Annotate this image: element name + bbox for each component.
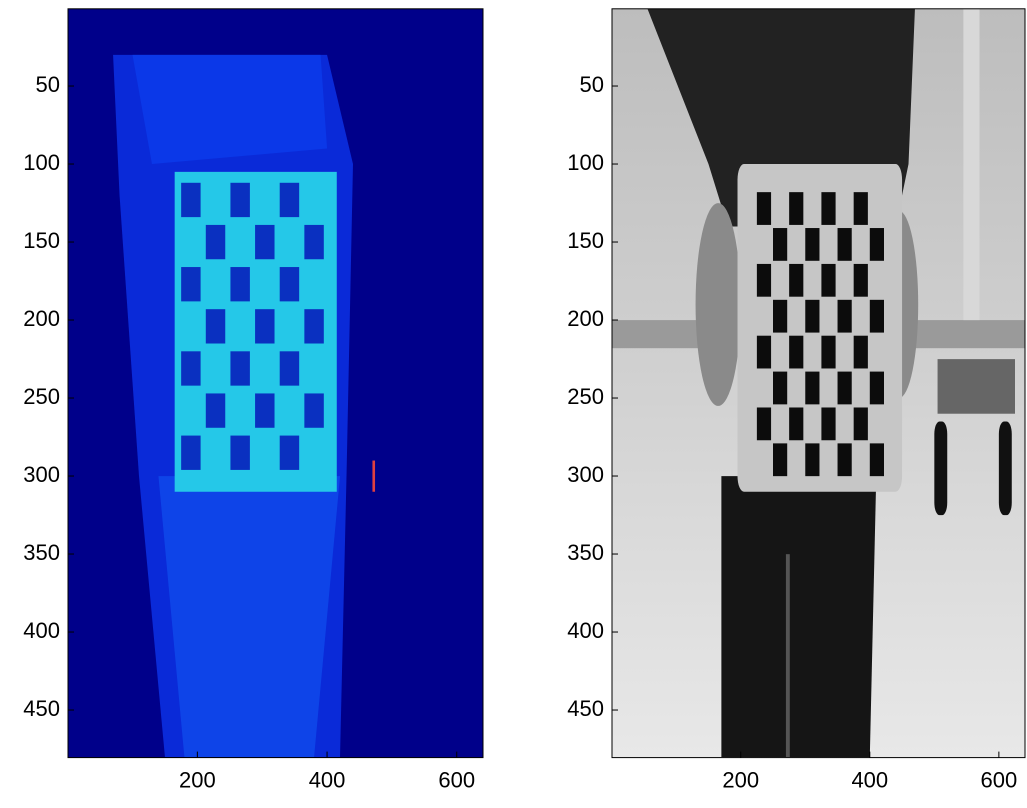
x-tick-label: 600 bbox=[981, 767, 1018, 792]
y-tick-label: 50 bbox=[580, 72, 604, 97]
checker-square bbox=[757, 336, 771, 369]
checker-square bbox=[181, 351, 200, 385]
y-tick-label: 150 bbox=[567, 228, 604, 253]
y-tick-label: 300 bbox=[567, 462, 604, 487]
checker-square bbox=[870, 300, 884, 333]
checker-square bbox=[773, 228, 787, 261]
y-tick-label: 100 bbox=[567, 150, 604, 175]
y-tick-label: 100 bbox=[23, 150, 60, 175]
checker-square bbox=[821, 192, 835, 225]
checker-square bbox=[838, 372, 852, 405]
y-tick-label: 450 bbox=[23, 696, 60, 721]
checker-square bbox=[854, 336, 868, 369]
checker-square bbox=[870, 443, 884, 476]
checker-square bbox=[789, 264, 803, 297]
y-tick-label: 200 bbox=[23, 306, 60, 331]
checker-square bbox=[181, 267, 200, 301]
checker-square bbox=[870, 228, 884, 261]
checker-square bbox=[789, 192, 803, 225]
checker-square bbox=[255, 225, 274, 259]
checker-square bbox=[805, 443, 819, 476]
x-tick-label: 600 bbox=[438, 767, 475, 792]
checker-square bbox=[230, 436, 249, 470]
checker-square bbox=[773, 443, 787, 476]
checker-square bbox=[757, 192, 771, 225]
checker-square bbox=[805, 228, 819, 261]
y-tick-label: 350 bbox=[23, 540, 60, 565]
x-tick-label: 400 bbox=[309, 767, 346, 792]
checker-square bbox=[255, 393, 274, 427]
y-tick-label: 150 bbox=[23, 228, 60, 253]
checker-square bbox=[206, 225, 225, 259]
checker-square bbox=[280, 183, 299, 217]
checker-square bbox=[821, 407, 835, 440]
checker-square bbox=[789, 336, 803, 369]
checker-square bbox=[838, 300, 852, 333]
checker-square bbox=[230, 351, 249, 385]
checker-square bbox=[821, 336, 835, 369]
checker-square bbox=[789, 407, 803, 440]
checker-square bbox=[304, 393, 323, 427]
checker-square bbox=[206, 393, 225, 427]
checker-square bbox=[854, 264, 868, 297]
checker-square bbox=[181, 436, 200, 470]
checker-square bbox=[773, 372, 787, 405]
checker-square bbox=[304, 309, 323, 343]
checker-square bbox=[805, 372, 819, 405]
y-tick-label: 400 bbox=[567, 618, 604, 643]
y-tick-label: 250 bbox=[23, 384, 60, 409]
checker-square bbox=[304, 225, 323, 259]
checker-square bbox=[854, 407, 868, 440]
x-tick-label: 400 bbox=[851, 767, 888, 792]
y-tick-label: 300 bbox=[23, 462, 60, 487]
y-tick-label: 450 bbox=[567, 696, 604, 721]
left-image bbox=[68, 8, 484, 759]
checker-square bbox=[280, 351, 299, 385]
y-tick-label: 200 bbox=[567, 306, 604, 331]
checker-square bbox=[255, 309, 274, 343]
checker-square bbox=[181, 183, 200, 217]
checker-square bbox=[230, 183, 249, 217]
y-tick-label: 350 bbox=[567, 540, 604, 565]
checker-square bbox=[805, 300, 819, 333]
checker-square bbox=[757, 407, 771, 440]
figure: 200 400 600 50 100 150 200 250 300 350 400 450 200 40… bbox=[0, 0, 1027, 803]
checker-square bbox=[206, 309, 225, 343]
checker-square bbox=[757, 264, 771, 297]
right-image bbox=[612, 8, 1026, 759]
checker-square bbox=[230, 267, 249, 301]
checker-square bbox=[838, 228, 852, 261]
y-tick-label: 50 bbox=[36, 72, 60, 97]
checker-square bbox=[773, 300, 787, 333]
checker-square bbox=[280, 436, 299, 470]
checker-square bbox=[838, 443, 852, 476]
checker-square bbox=[854, 192, 868, 225]
checker-square bbox=[821, 264, 835, 297]
y-tick-label: 250 bbox=[567, 384, 604, 409]
checker-square bbox=[280, 267, 299, 301]
y-tick-label: 400 bbox=[23, 618, 60, 643]
x-tick-label: 200 bbox=[179, 767, 216, 792]
x-tick-label: 200 bbox=[722, 767, 759, 792]
checker-square bbox=[870, 372, 884, 405]
